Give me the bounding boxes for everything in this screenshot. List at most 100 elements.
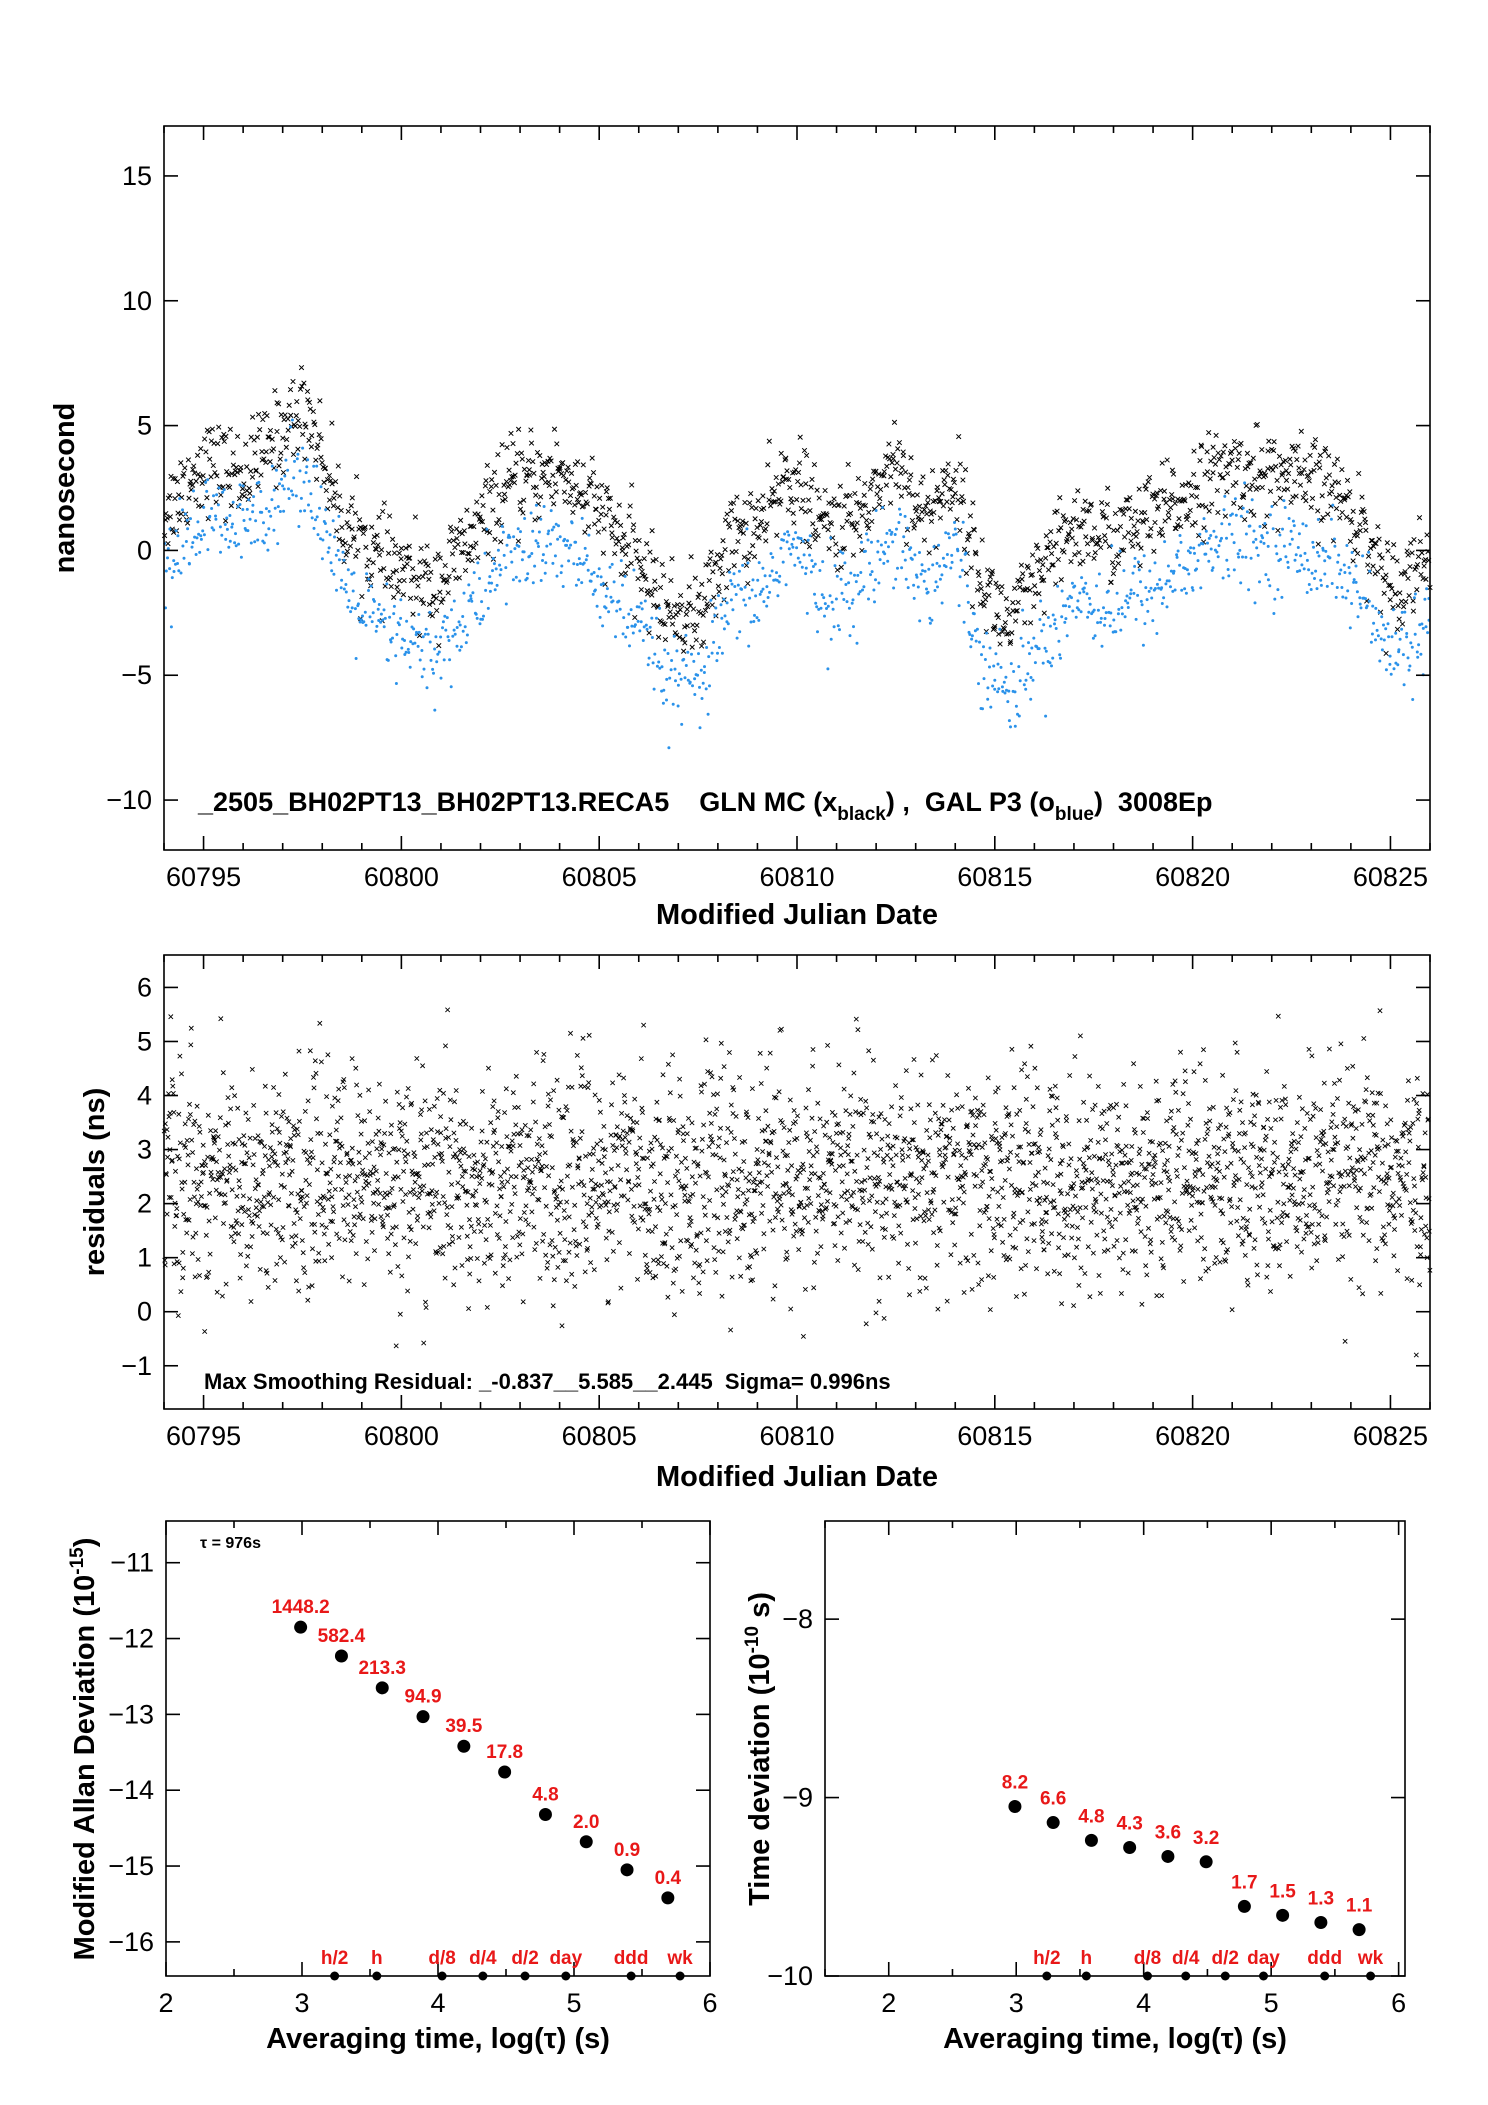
residual-point [274,1126,280,1132]
residual-point [523,1217,529,1223]
residual-point [769,1169,775,1175]
residual-point [617,1133,623,1139]
offset-point-blue [918,619,922,623]
residual-point [269,1129,275,1135]
offset-point-blue [1282,499,1286,503]
residual-point [390,1146,396,1152]
offset-point-blue [1281,527,1284,531]
residual-point [564,1173,570,1179]
residual-point [665,1294,671,1300]
offset-point-blue [525,576,529,580]
offset-point-blue [1176,549,1180,553]
residual-point [760,1148,766,1155]
residual-point [550,1253,556,1259]
offset-point-blue [1292,524,1296,528]
offset-point-black [683,611,689,617]
residual-point [1016,1159,1022,1165]
offset-point-blue [414,633,418,637]
residual-point [540,1238,546,1244]
residual-point [984,1156,991,1162]
residual-point [234,1193,240,1199]
residual-point [1009,1046,1015,1052]
residual-point [539,1143,545,1149]
offset-point-blue [1289,529,1293,533]
residual-point [850,1123,856,1129]
offset-point-blue [1051,613,1055,617]
offset-point-blue [395,633,399,636]
residual-point [610,1080,616,1086]
residual-point [919,1175,925,1181]
offset-point-black [1271,439,1277,445]
offset-point-black [1245,464,1251,470]
residual-point [432,1154,438,1160]
offset-point-black [876,471,882,477]
residual-point [773,1095,779,1101]
offset-point-black [1031,583,1038,589]
residual-point [765,1183,771,1189]
offset-point-black [810,532,817,538]
offset-point-blue [1293,558,1297,562]
offset-point-black [605,495,612,502]
offset-point-black [1203,504,1209,510]
offset-point-black [822,487,828,494]
offset-point-black [360,530,367,537]
residual-point [387,1269,393,1275]
residual-point [696,1280,702,1286]
offset-point-black [1220,474,1226,481]
offset-point-blue [457,620,461,624]
offset-point-black [877,486,884,493]
offset-point-black [864,522,870,528]
offset-point-black [1273,463,1279,469]
offset-point-black [853,527,859,533]
offset-point-black [856,500,862,506]
residual-point [609,1229,615,1235]
offset-point-black [1075,488,1081,494]
residual-point [1061,1216,1067,1222]
offset-point-black [501,482,507,488]
offset-point-black [757,522,764,528]
residual-point [335,1098,341,1104]
offset-point-blue [668,676,672,680]
offset-point-black [1414,562,1421,568]
offset-point-black [1029,571,1035,578]
offset-point-black [212,469,218,476]
offset-point-blue [717,646,721,649]
residual-point [499,1179,505,1185]
residual-point [853,1016,859,1022]
residual-point [864,1165,870,1171]
residual-point [339,1143,345,1149]
offset-point-black [1248,460,1254,466]
residual-point [497,1213,503,1219]
residual-point [286,1203,292,1209]
offset-point-blue [1191,588,1195,592]
residual-point [229,1187,235,1193]
offset-point-blue [1392,667,1396,671]
residual-point [785,1167,791,1173]
offset-point-blue [1175,553,1179,557]
offset-point-blue [872,588,876,592]
offset-point-black [374,532,380,538]
offset-point-blue [761,587,765,591]
residual-point [774,1206,781,1212]
offset-point-blue [1312,545,1315,549]
x-tick-label: 60805 [562,862,637,892]
offset-point-black [659,561,665,568]
offset-point-blue [1077,608,1081,612]
offset-point-blue [498,573,502,577]
residual-point [222,1192,228,1198]
offset-point-blue [722,597,726,601]
offset-point-black [788,496,794,502]
offset-point-black [1098,544,1104,551]
offset-point-blue [464,641,468,645]
residual-point [272,1151,278,1157]
residual-point [742,1201,748,1207]
residual-point [886,1274,892,1280]
offset-point-black [1080,558,1086,564]
offset-point-black [280,469,287,476]
offset-point-black [682,640,688,646]
offset-point-blue [476,561,480,565]
offset-point-black [1010,600,1016,606]
residual-point [358,1194,364,1200]
residual-point [451,1282,457,1288]
offset-point-black [1326,453,1332,459]
